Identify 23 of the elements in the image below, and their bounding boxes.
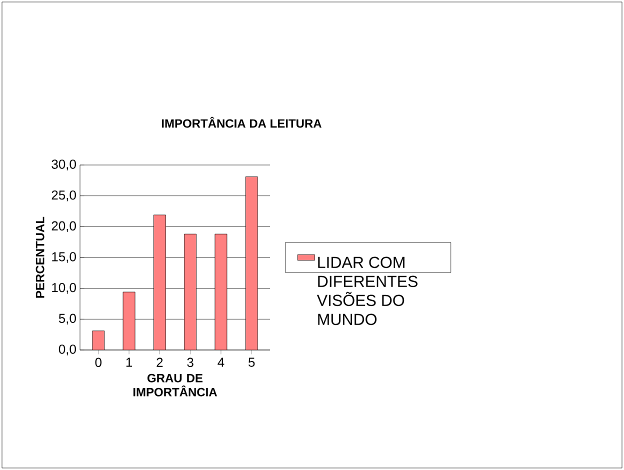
legend-label: LIDAR COM DIFERENTES VISÕES DO MUNDO	[316, 256, 418, 326]
bar	[184, 234, 197, 350]
bar	[92, 330, 105, 350]
bar	[245, 176, 258, 350]
y-tick-label: 20,0	[52, 221, 76, 232]
x-tick-label: 5	[248, 358, 255, 367]
x-axis-title: GRAU DE IMPORTÂNCIA	[133, 374, 218, 396]
x-tick-label: 1	[126, 358, 132, 367]
y-tick-label: 5,0	[58, 314, 76, 325]
x-tick-label: 3	[187, 358, 194, 367]
x-tick-label: 4	[218, 358, 224, 367]
y-tick-label: 10,0	[52, 282, 76, 294]
x-tick-label: 0	[95, 358, 102, 367]
bar	[214, 234, 228, 350]
chart-title: IMPORTÂNCIA DA LEITURA	[162, 116, 322, 128]
y-axis-title: PERCENTUAL	[36, 216, 44, 298]
bar	[122, 292, 136, 350]
y-tick-label: 0,0	[58, 344, 76, 356]
y-tick-label: 25,0	[52, 190, 76, 202]
y-tick-label: 15,0	[52, 252, 76, 263]
x-tick-label: 2	[156, 358, 163, 367]
bar	[153, 214, 166, 350]
y-tick-label: 30,0	[52, 160, 76, 170]
